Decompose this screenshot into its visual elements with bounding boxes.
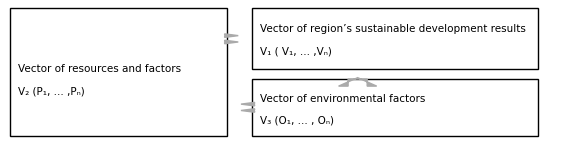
Bar <box>252 79 538 136</box>
FancyArrow shape <box>225 34 238 37</box>
FancyArrow shape <box>241 109 254 112</box>
FancyArrow shape <box>241 102 254 106</box>
Text: V₁ ( V₁, ... ,Vₙ): V₁ ( V₁, ... ,Vₙ) <box>260 47 332 57</box>
Bar <box>10 8 227 136</box>
Text: Vector of region’s sustainable development results: Vector of region’s sustainable developme… <box>260 24 526 34</box>
Text: V₂ (P₁, ... ,Pₙ): V₂ (P₁, ... ,Pₙ) <box>18 87 84 97</box>
Bar <box>252 8 538 69</box>
FancyArrow shape <box>225 40 238 44</box>
Text: V₃ (O₁, ... , Oₙ): V₃ (O₁, ... , Oₙ) <box>260 115 334 125</box>
Text: Vector of resources and factors: Vector of resources and factors <box>18 64 181 74</box>
Text: Vector of environmental factors: Vector of environmental factors <box>260 94 425 104</box>
FancyArrow shape <box>339 78 377 86</box>
